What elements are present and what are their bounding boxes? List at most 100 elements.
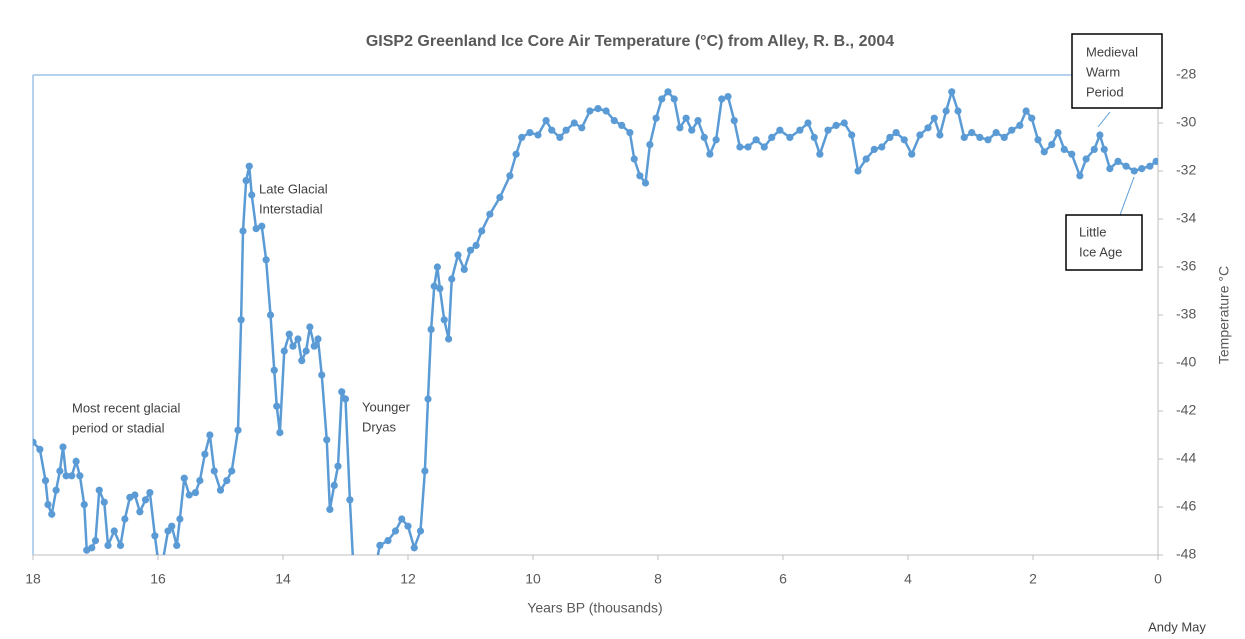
data-point <box>298 357 306 365</box>
data-point <box>570 119 578 127</box>
annotation-box <box>1071 33 1163 109</box>
y-axis-title: Temperature °C <box>1216 266 1232 364</box>
data-point <box>76 472 84 480</box>
x-tick-label: 18 <box>25 571 41 587</box>
data-point <box>252 225 260 233</box>
data-point <box>1138 165 1146 173</box>
annotation-text: Dryas <box>362 419 396 434</box>
data-point <box>460 265 468 273</box>
data-point <box>618 121 626 129</box>
y-tick-label: -38 <box>1176 306 1196 322</box>
data-point <box>1016 121 1024 129</box>
credit: Andy May <box>1148 619 1206 634</box>
data-point <box>410 544 418 552</box>
data-point <box>266 311 275 319</box>
data-point <box>427 325 435 333</box>
data-point <box>1060 145 1068 153</box>
data-point <box>326 505 334 513</box>
annotation-text: Interstadial <box>259 201 323 216</box>
data-point <box>752 136 760 144</box>
y-tick-label: -44 <box>1176 450 1196 466</box>
data-point <box>1022 107 1030 115</box>
data-point <box>196 477 204 485</box>
data-point <box>658 95 666 103</box>
data-point <box>136 508 144 516</box>
data-point <box>542 117 550 125</box>
data-point <box>56 467 64 475</box>
data-point <box>862 155 870 163</box>
data-point <box>1034 136 1042 144</box>
data-point <box>810 133 818 141</box>
data-point <box>466 246 475 254</box>
data-point <box>180 474 188 482</box>
data-point <box>700 133 708 141</box>
data-point <box>736 143 744 151</box>
data-point <box>302 347 310 355</box>
data-point <box>854 167 862 175</box>
x-tick-label: 16 <box>150 571 166 587</box>
data-point <box>992 129 1000 137</box>
data-point <box>41 477 50 485</box>
data-point <box>285 330 293 338</box>
data-point <box>48 510 56 518</box>
data-point <box>151 532 159 540</box>
data-point <box>341 395 350 403</box>
data-point <box>832 121 840 129</box>
data-point <box>694 117 702 125</box>
data-point <box>816 150 824 158</box>
data-point <box>646 141 654 149</box>
data-point <box>534 131 542 139</box>
data-point <box>626 129 634 137</box>
data-point <box>886 133 894 141</box>
annotation-text: Period <box>1086 84 1124 99</box>
data-point <box>33 438 37 446</box>
data-point <box>878 143 886 151</box>
data-point <box>248 191 256 199</box>
data-point <box>930 114 938 122</box>
data-point <box>688 126 696 134</box>
data-point <box>239 227 247 235</box>
data-point <box>908 150 916 158</box>
data-point <box>391 527 400 535</box>
data-point <box>924 124 932 132</box>
data-point <box>556 133 564 141</box>
data-point <box>1048 141 1056 149</box>
annotation-text: Late Glacial <box>259 181 328 196</box>
data-point <box>1082 155 1090 163</box>
data-point <box>201 450 209 458</box>
data-point <box>954 107 962 115</box>
data-point <box>185 491 193 499</box>
y-tick-label: -48 <box>1176 546 1196 562</box>
data-point <box>1054 129 1062 137</box>
data-point <box>276 429 284 437</box>
data-point <box>146 489 154 497</box>
data-point <box>472 241 480 249</box>
x-tick-label: 14 <box>275 571 291 587</box>
data-point <box>262 256 270 264</box>
data-point <box>176 515 184 523</box>
data-point <box>1100 145 1108 153</box>
x-tick-label: 2 <box>1029 571 1037 587</box>
data-point <box>100 498 108 506</box>
data-point <box>430 282 438 290</box>
data-point <box>95 486 103 494</box>
data-point <box>121 515 129 523</box>
data-point <box>724 93 732 101</box>
data-point <box>338 388 346 396</box>
data-point <box>976 133 984 141</box>
data-point <box>486 210 494 218</box>
data-point <box>433 263 441 271</box>
annotation-text: Warm <box>1086 64 1120 79</box>
data-point <box>796 126 804 134</box>
data-point <box>804 119 812 127</box>
data-point <box>916 131 924 139</box>
y-tick-label: -36 <box>1176 258 1196 274</box>
data-point <box>52 486 60 494</box>
data-point <box>1008 126 1016 134</box>
annotation-box <box>1065 214 1143 271</box>
data-point <box>512 150 520 158</box>
data-point <box>676 124 684 132</box>
data-point <box>1000 133 1008 141</box>
data-point <box>562 126 570 134</box>
